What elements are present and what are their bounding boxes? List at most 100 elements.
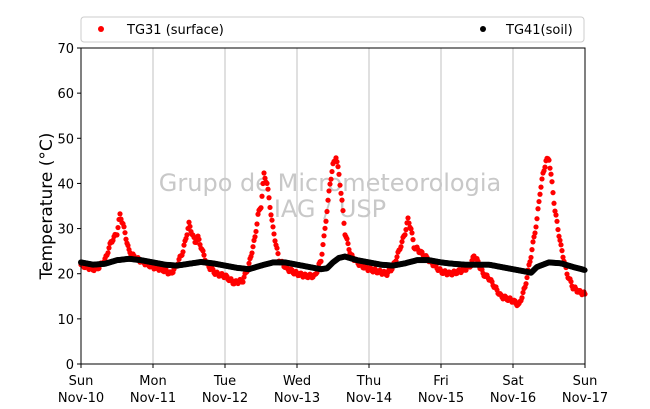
data-point bbox=[115, 224, 121, 231]
x-tick-label-date: Nov-10 bbox=[58, 391, 104, 406]
data-point bbox=[269, 217, 275, 223]
data-point bbox=[408, 226, 414, 232]
data-point bbox=[329, 168, 335, 175]
plot-frame bbox=[80, 47, 586, 365]
data-point bbox=[398, 244, 404, 250]
data-point bbox=[326, 188, 332, 194]
data-point bbox=[520, 289, 526, 296]
data-point bbox=[528, 254, 534, 261]
data-point bbox=[527, 259, 533, 265]
data-point bbox=[345, 240, 351, 247]
data-point bbox=[519, 295, 525, 301]
data-point bbox=[523, 281, 529, 287]
data-point bbox=[274, 245, 280, 251]
data-point bbox=[552, 208, 558, 214]
legend-marker bbox=[480, 26, 486, 32]
axes: 0 10 20 30 40 50 60 70 Sun Nov-10 Mon Nov-11 Tue Nov-… bbox=[57, 42, 608, 406]
legend-marker bbox=[98, 26, 104, 32]
data-point bbox=[253, 228, 259, 235]
data-point bbox=[394, 254, 400, 260]
y-tick-label: 50 bbox=[57, 132, 74, 147]
data-point bbox=[259, 193, 265, 199]
y-tick-label: 10 bbox=[57, 313, 74, 328]
data-point bbox=[530, 239, 536, 245]
data-point bbox=[524, 274, 530, 281]
data-point bbox=[201, 252, 207, 258]
data-point bbox=[271, 231, 277, 237]
data-point bbox=[181, 242, 187, 248]
data-point bbox=[321, 233, 327, 239]
data-point bbox=[266, 195, 272, 201]
data-point bbox=[184, 232, 190, 238]
data-point bbox=[117, 211, 123, 217]
series-tg41-soil bbox=[78, 253, 588, 276]
data-point bbox=[265, 186, 271, 192]
legend: TG31 (surface) TG41(soil) bbox=[80, 16, 585, 43]
data-point bbox=[105, 250, 111, 256]
y-tick-label: 30 bbox=[57, 223, 74, 238]
x-tick-label-day: Tue bbox=[213, 374, 236, 389]
data-point bbox=[568, 278, 574, 285]
data-point bbox=[344, 236, 350, 242]
data-point bbox=[246, 260, 252, 266]
data-point bbox=[200, 248, 206, 254]
legend-box bbox=[80, 16, 585, 43]
x-tick-label-date: Nov-17 bbox=[562, 391, 608, 406]
data-point bbox=[547, 165, 553, 171]
data-point bbox=[341, 220, 347, 226]
data-point bbox=[327, 181, 333, 187]
x-tick-label-date: Nov-11 bbox=[130, 391, 176, 406]
x-tick-label-day: Thu bbox=[356, 374, 381, 389]
data-point bbox=[557, 237, 563, 243]
data-point bbox=[196, 236, 202, 242]
data-point bbox=[114, 232, 120, 238]
data-point bbox=[529, 247, 535, 253]
data-point bbox=[410, 237, 416, 243]
data-point bbox=[320, 241, 326, 248]
legend-label: TG41(soil) bbox=[505, 23, 573, 38]
data-point bbox=[180, 249, 186, 255]
data-point bbox=[323, 218, 329, 224]
data-point bbox=[319, 251, 325, 257]
data-point bbox=[402, 232, 408, 238]
data-point bbox=[556, 233, 562, 239]
x-tick-label-day: Fri bbox=[433, 374, 449, 389]
data-point bbox=[337, 182, 343, 188]
data-point bbox=[255, 211, 261, 217]
data-point bbox=[548, 171, 554, 177]
data-point bbox=[121, 224, 127, 230]
grid bbox=[152, 48, 514, 364]
y-tick-label: 60 bbox=[57, 87, 74, 102]
data-point bbox=[553, 212, 559, 218]
y-tick-label: 0 bbox=[66, 358, 74, 373]
x-tick-label-date: Nov-13 bbox=[274, 391, 320, 406]
data-point bbox=[275, 250, 281, 257]
data-point bbox=[537, 191, 543, 197]
data-point bbox=[272, 238, 278, 244]
data-point bbox=[535, 206, 541, 212]
data-point bbox=[324, 208, 330, 215]
data-point bbox=[335, 164, 341, 170]
data-point bbox=[249, 250, 255, 256]
data-point bbox=[338, 190, 344, 196]
data-point bbox=[542, 164, 548, 170]
data-point bbox=[318, 258, 324, 264]
x-tick-label-date: Nov-16 bbox=[490, 391, 536, 406]
data-point bbox=[187, 223, 193, 230]
x-tick-label-day: Sun bbox=[573, 374, 598, 389]
data-point bbox=[186, 219, 192, 225]
x-tick-label-day: Sun bbox=[69, 374, 94, 389]
data-point bbox=[536, 198, 542, 205]
data-point bbox=[268, 212, 274, 218]
data-point bbox=[123, 236, 129, 242]
data-point bbox=[240, 279, 246, 285]
x-tick-label-date: Nov-12 bbox=[202, 391, 248, 406]
data-point bbox=[339, 197, 345, 203]
data-point bbox=[550, 190, 556, 196]
data-point bbox=[409, 230, 415, 236]
data-point bbox=[539, 176, 545, 182]
data-point bbox=[252, 234, 258, 240]
data-point bbox=[334, 159, 340, 165]
data-point bbox=[328, 176, 334, 182]
